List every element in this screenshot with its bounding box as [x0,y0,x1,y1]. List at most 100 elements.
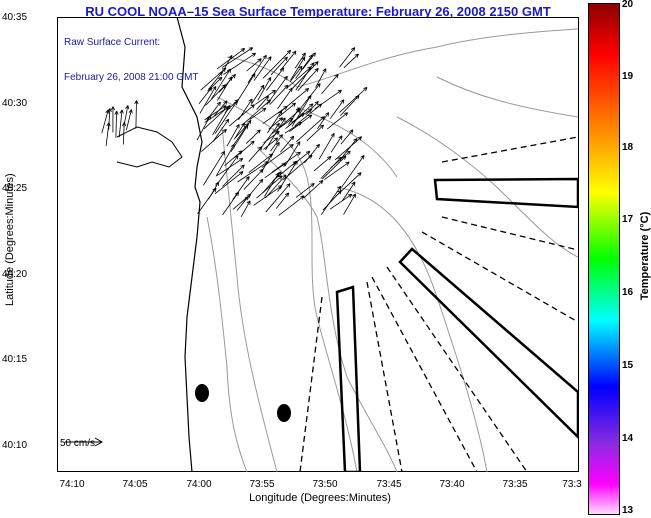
y-tick: 40:35 [2,12,28,23]
current-vector [110,106,116,133]
current-vector [212,118,230,142]
current-vector [253,185,283,206]
current-vector [340,129,354,145]
x-tick: 73:3 [562,479,582,490]
current-vector [233,122,245,140]
current-vector [250,84,265,105]
current-vector [297,83,321,112]
current-vector [330,135,343,153]
plot-frame [57,17,579,472]
current-vector [201,128,227,152]
current-vector [296,116,325,143]
current-vector [324,161,350,180]
current-vector [245,129,261,144]
x-tick: 73:55 [249,479,275,490]
current-vector [234,123,250,139]
current-vector [238,140,255,156]
current-vector [254,89,276,105]
current-vector [197,187,217,214]
current-vector [259,122,280,150]
current-vector [247,54,267,83]
current-vector [238,98,253,121]
current-vector [263,137,279,150]
current-vector [257,77,272,101]
current-vector [321,73,339,95]
colorbar-tick: 14 [622,433,634,444]
current-vector [260,141,280,173]
current-vector [287,103,314,128]
current-vector [248,146,263,162]
current-vector [214,171,244,195]
y-tick: 40:20 [2,269,28,280]
x-tick: 74:10 [59,479,85,490]
current-vector [248,153,274,173]
current-vector [320,185,342,215]
current-vector [240,200,251,217]
current-vector [329,99,345,119]
current-vector [232,193,252,210]
current-vector [283,154,313,181]
current-vector [305,100,319,116]
y-axis-label: Latitude (Degrees:Minutes) [4,173,16,306]
current-vector [329,193,353,210]
current-vector [343,193,356,215]
x-tick: 73:35 [502,479,528,490]
current-vector [289,114,313,133]
current-vector [339,47,356,68]
current-vector [246,58,262,72]
current-vector [295,182,315,198]
current-vector [292,150,311,166]
current-vector [226,124,240,147]
y-tick: 40:15 [2,354,28,365]
current-vector [229,104,255,127]
map-title: RU COOL NOAA–15 Sea Surface Temperature:… [85,4,551,19]
current-vector [134,100,139,129]
y-tick: 40:25 [2,183,28,194]
current-vector [314,89,342,110]
y-tick: 40:30 [2,98,28,109]
shipping-lanes [335,177,579,472]
current-vector [315,68,327,88]
current-vector [265,117,286,151]
current-vector [266,67,285,91]
colorbar-label: Temperature (°C) [639,211,651,301]
map-plot [57,17,579,472]
current-vector [221,47,254,68]
current-vector [262,49,292,79]
radar-site-1 [195,384,209,402]
current-vector [216,158,244,176]
current-vector [213,100,228,117]
colorbar-gradient [588,3,620,515]
current-vector [330,150,351,169]
current-vector [208,71,223,89]
current-vector [203,150,225,186]
current-vector [341,181,356,202]
current-vector [306,124,325,142]
current-vector [313,156,332,172]
current-vector [267,110,283,134]
current-vector [322,155,347,180]
x-axis-label: Longitude (Degrees:Minutes) [249,492,391,504]
colorbar-tick: 20 [622,0,634,10]
current-vector [343,53,359,69]
current-vector [270,134,283,152]
x-tick: 73:40 [439,479,465,490]
colorbar [588,3,620,515]
current-vector [280,87,310,112]
current-vector [317,112,330,130]
current-vector [291,61,319,90]
current-vector [302,52,316,70]
scale-arrow [65,437,104,447]
current-vector [261,144,294,168]
current-vector [289,65,303,83]
current-vector [125,109,133,131]
current-vector [318,132,335,160]
x-tick: 73:45 [376,479,402,490]
radar-site-2 [277,404,291,422]
colorbar-tick: 13 [622,505,634,516]
current-vector [303,179,324,199]
current-vector [340,138,358,159]
current-vector [334,136,363,161]
current-vector [105,122,111,146]
colorbar-tick: 18 [622,142,634,153]
